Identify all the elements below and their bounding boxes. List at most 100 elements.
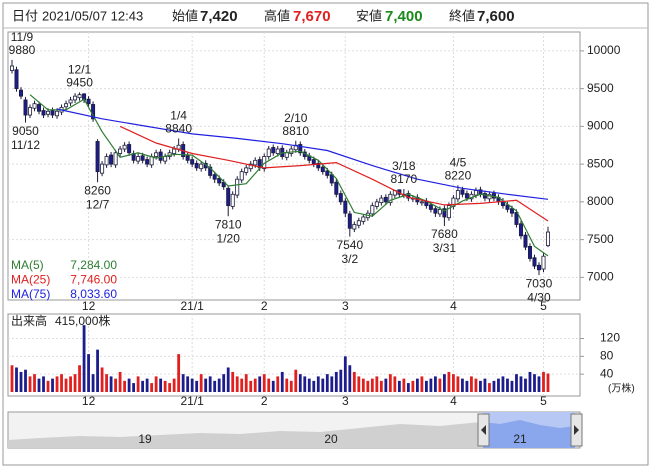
candle-body (347, 213, 352, 229)
volume-panel (7, 313, 581, 397)
candle-body (248, 163, 253, 170)
low-value: 7,400 (385, 8, 423, 25)
volume-bar (370, 378, 374, 392)
candle-body (28, 107, 33, 116)
volume-bar (190, 378, 194, 392)
volume-bar (366, 380, 370, 392)
volume-bar (253, 378, 257, 392)
volume-bar (456, 376, 460, 392)
x-tick-label: 4 (450, 299, 457, 313)
candle-body (320, 166, 325, 173)
volume-bar (384, 378, 388, 392)
volume-bar (105, 374, 108, 392)
volume-bar (303, 376, 307, 392)
candle-body (41, 110, 46, 116)
candle-body (77, 94, 82, 99)
candle-body (235, 178, 240, 196)
volume-bar (546, 373, 550, 392)
candle-body (50, 110, 55, 116)
annotation-value: 8170 (391, 172, 418, 186)
candle-body (325, 170, 330, 176)
volume-bar (19, 371, 23, 392)
candle-body (455, 190, 460, 200)
candle-body (100, 163, 105, 174)
candle-body (514, 212, 519, 225)
volume-bar (339, 369, 343, 392)
high-value: 7,670 (293, 8, 331, 25)
volume-bar (118, 371, 122, 392)
x-tick-label: 2 (261, 394, 268, 408)
candle-body (109, 154, 114, 165)
volume-bar (141, 380, 145, 392)
volume-bar (492, 380, 496, 392)
volume-bar (123, 380, 127, 392)
annotation-value: 8810 (282, 124, 309, 138)
volume-bar (343, 356, 347, 392)
volume-bar (28, 376, 32, 392)
volume-bar (393, 376, 397, 392)
candle-body (244, 167, 249, 173)
volume-bar (271, 380, 275, 392)
annotation-value: 9450 (66, 76, 93, 90)
candle-body (226, 187, 231, 207)
volume-bar (145, 378, 149, 392)
volume-bar (330, 376, 334, 392)
candle-body (199, 163, 204, 170)
volume-bar (276, 376, 280, 392)
volume-bar (258, 376, 262, 392)
legend-value: 8,033.60 (70, 287, 117, 301)
candle-body (118, 148, 123, 154)
volume-bar (64, 378, 68, 392)
volume-bar (33, 374, 36, 392)
volume-bar (231, 371, 235, 392)
candle-body (37, 104, 42, 112)
volume-bar (524, 378, 527, 392)
candle-body (275, 148, 280, 154)
candle-body (374, 201, 379, 207)
navigator[interactable]: 19 20 21 (7, 411, 583, 449)
candle-body (194, 162, 199, 169)
x-tick-label: 21/1 (180, 394, 204, 408)
volume-bar (307, 378, 311, 392)
candle-body (23, 99, 28, 116)
annotation-date: 1/4 (170, 109, 187, 123)
volume-bar (497, 378, 500, 392)
candle-body (163, 156, 168, 162)
volume-bar (10, 365, 14, 392)
annotation-value: 8840 (165, 122, 192, 136)
annotation-date: 4/5 (450, 155, 467, 169)
candle-body (172, 148, 177, 154)
candle-body (158, 151, 163, 161)
volume-bar (406, 383, 410, 392)
annotation-date: 3/2 (341, 252, 358, 266)
candle-body (370, 205, 375, 215)
candle-body (352, 224, 357, 230)
annotation-value: 8220 (445, 168, 472, 182)
volume-last-label: 415,000株 (55, 313, 110, 328)
volume-bar (249, 380, 253, 392)
candle-body (212, 174, 217, 180)
handle-arrow (574, 425, 579, 435)
navigator-label: 19 (138, 432, 152, 446)
candle-body (239, 171, 244, 181)
annotation-date: 12/1 (68, 63, 92, 77)
volume-bar (91, 374, 95, 392)
volume-bar (348, 365, 352, 392)
candle-body (334, 181, 339, 195)
x-tick-label: 12 (82, 394, 96, 408)
candle-body (383, 196, 388, 203)
candle-body (68, 99, 73, 104)
volume-bar (73, 374, 77, 392)
volume-bar (312, 380, 316, 392)
annotation-value: 9880 (9, 43, 36, 57)
volume-bar (325, 374, 329, 392)
candle-body (154, 152, 159, 157)
candle-body (55, 110, 60, 117)
x-tick-label: 12 (82, 299, 96, 313)
candle-body (176, 144, 181, 150)
volume-bar (443, 374, 446, 392)
x-tick-label: 3 (342, 299, 349, 313)
volume-bar (321, 378, 325, 392)
volume-bar (150, 383, 154, 392)
